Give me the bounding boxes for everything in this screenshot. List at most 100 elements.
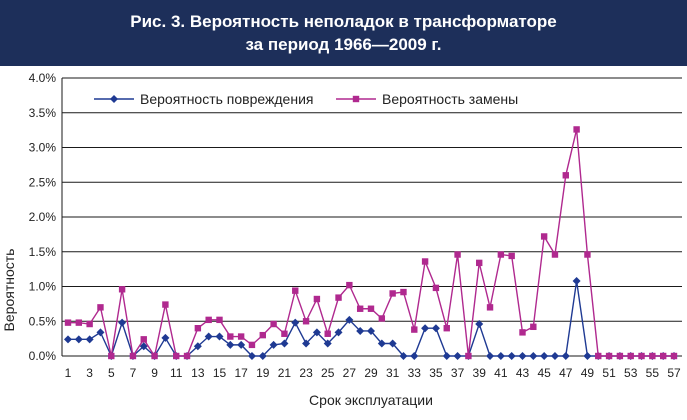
data-point (335, 294, 342, 301)
data-point (421, 258, 429, 265)
data-point (258, 352, 267, 360)
x-tick-label: 33 (408, 366, 422, 380)
data-point (584, 251, 591, 258)
data-point (518, 352, 527, 360)
y-tick-label: 4.0% (29, 71, 57, 85)
data-point (649, 352, 656, 360)
data-point (454, 251, 461, 258)
data-point (162, 301, 169, 308)
data-point (367, 326, 375, 335)
x-tick-label: 45 (537, 366, 551, 380)
x-axis: 1 3 5 7 9 11 13 15 17 19 21 23 25 27 29 31 33 35 37 39 41 43 4… (62, 355, 682, 380)
data-point (486, 352, 495, 360)
data-point (400, 288, 407, 296)
data-point (161, 333, 170, 342)
data-point (476, 259, 483, 267)
x-tick-label: 53 (624, 366, 638, 380)
data-point (302, 339, 311, 348)
data-point (281, 330, 288, 337)
series-group (64, 126, 678, 360)
data-point (129, 352, 137, 360)
data-point (139, 342, 148, 351)
data-point (226, 340, 235, 349)
data-point (97, 304, 104, 311)
x-tick-label: 17 (234, 366, 248, 380)
data-point (108, 352, 115, 360)
data-point (356, 326, 365, 335)
data-point (346, 281, 353, 289)
data-point (204, 332, 213, 341)
x-tick-label: 49 (581, 366, 595, 380)
data-point (270, 320, 277, 328)
chart-title-banner: Рис. 3. Вероятность неполадок в трансфор… (0, 0, 687, 66)
legend-marker (110, 95, 118, 103)
data-point (193, 342, 202, 351)
data-point (388, 339, 397, 348)
data-point (237, 340, 246, 349)
y-tick-label: 3.0% (29, 141, 57, 155)
data-point (313, 295, 321, 303)
data-point (334, 328, 343, 337)
data-point (465, 352, 472, 360)
data-point (183, 352, 191, 360)
x-tick-label: 27 (343, 366, 357, 380)
x-tick-label: 51 (602, 366, 616, 380)
x-tick-label: 39 (473, 366, 487, 380)
data-point (312, 328, 321, 337)
data-point (496, 352, 505, 360)
chart-title-line-2: за период 1966—2009 г. (245, 35, 442, 54)
data-point (292, 287, 299, 294)
data-point (151, 352, 158, 360)
x-tick-label: 21 (278, 366, 292, 380)
data-point (118, 286, 126, 293)
x-axis-label: Срок эксплуатации (309, 392, 433, 408)
x-tick-label: 23 (299, 366, 313, 380)
y-tick-label: 1.5% (29, 245, 57, 259)
data-point (583, 352, 592, 360)
data-point (432, 284, 440, 292)
data-point (411, 326, 418, 333)
data-point (140, 336, 147, 343)
data-point (562, 172, 569, 179)
data-point (205, 316, 212, 324)
data-point (486, 304, 494, 311)
data-point (572, 276, 581, 285)
x-tick-label: 5 (108, 366, 115, 380)
x-tick-label: 1 (65, 366, 72, 380)
data-point (356, 305, 364, 312)
data-point (324, 330, 331, 337)
data-point (659, 352, 667, 360)
data-point (96, 328, 105, 337)
data-point (194, 325, 202, 332)
data-point (75, 319, 83, 326)
data-point (605, 352, 613, 360)
x-tick-label: 43 (516, 366, 530, 380)
legend: Вероятность повреждения Вероятность замен… (94, 91, 518, 107)
data-point (389, 290, 396, 297)
y-tick-label: 2.5% (29, 175, 57, 189)
y-tick-label: 3.5% (29, 106, 57, 120)
data-point (616, 352, 624, 360)
data-point (74, 335, 83, 344)
series-2 (64, 126, 678, 360)
x-tick-label: 31 (386, 366, 400, 380)
data-point (216, 316, 223, 324)
data-point (302, 318, 310, 325)
data-point (507, 352, 516, 360)
data-point (638, 352, 645, 360)
data-point (173, 352, 180, 360)
data-point (595, 352, 602, 360)
data-point (410, 352, 419, 360)
x-tick-label: 7 (130, 366, 137, 380)
data-point (118, 318, 127, 327)
y-axis-label: Вероятность (1, 249, 17, 332)
data-point (237, 333, 245, 340)
x-tick-label: 29 (364, 366, 378, 380)
data-point (475, 320, 484, 329)
x-tick-label: 15 (213, 366, 227, 380)
data-point (85, 335, 94, 344)
data-point (550, 352, 559, 360)
data-point (86, 320, 93, 328)
data-point (573, 126, 580, 133)
